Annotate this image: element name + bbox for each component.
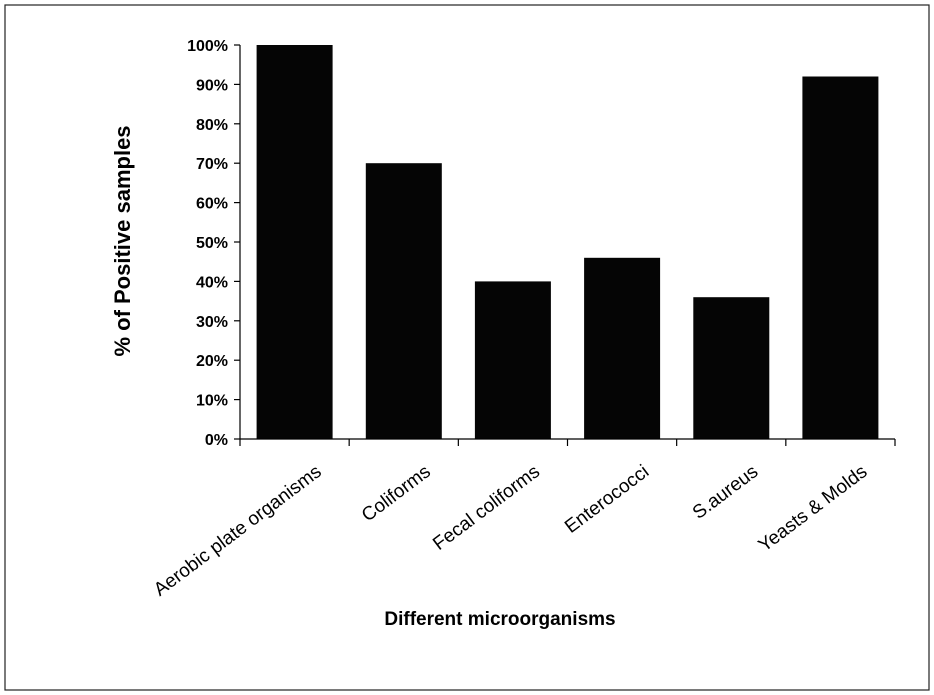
- y-axis-title: % of Positive samples: [110, 125, 135, 356]
- y-tick-label: 40%: [196, 274, 228, 291]
- x-axis-title: Different microorganisms: [384, 609, 615, 630]
- y-tick-label: 70%: [196, 156, 228, 173]
- chart-frame: [4, 4, 930, 691]
- bar-0: [256, 45, 333, 439]
- y-tick-label: 20%: [196, 353, 228, 370]
- y-tick-label: 60%: [196, 196, 228, 213]
- y-tick-label: 50%: [196, 235, 228, 252]
- bar-2: [474, 281, 551, 439]
- bars-layer: [256, 45, 879, 439]
- bar-1: [365, 163, 442, 439]
- y-tick-label: 30%: [196, 314, 228, 331]
- y-tick-label: 0%: [205, 432, 228, 449]
- bar-5: [802, 76, 879, 439]
- y-tick-label: 10%: [196, 393, 228, 410]
- axes-layer: [234, 44, 896, 446]
- bar-4: [693, 297, 770, 439]
- y-tick-label: 80%: [196, 117, 228, 134]
- y-tick-label: 90%: [196, 77, 228, 94]
- bar-3: [584, 257, 661, 439]
- y-tick-label: 100%: [187, 38, 228, 55]
